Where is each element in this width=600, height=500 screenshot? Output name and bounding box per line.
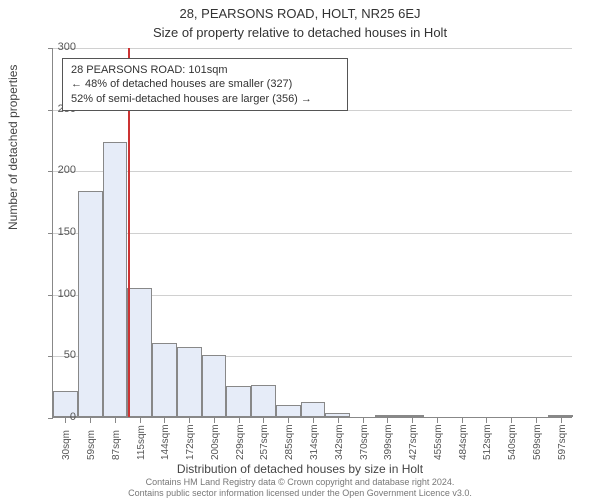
x-tick-label: 484sqm [458,424,469,460]
x-tick-mark [263,418,264,423]
y-tick-label: 100 [36,288,76,300]
histogram-bar [375,415,400,417]
x-tick-label: 144sqm [160,424,171,460]
x-tick-label: 229sqm [235,424,246,460]
histogram-bar [78,191,103,417]
x-tick-mark [511,418,512,423]
info-line-size: 28 PEARSONS ROAD: 101sqm [71,63,339,77]
x-tick-mark [338,418,339,423]
x-tick-label: 455sqm [433,424,444,460]
grid-line [53,233,572,234]
y-axis-label: Number of detached properties [6,65,20,230]
x-tick-label: 314sqm [309,424,320,460]
histogram-bar [202,355,227,417]
x-tick-mark [115,418,116,423]
y-tick-label: 0 [36,411,76,423]
histogram-chart: 30sqm59sqm87sqm115sqm144sqm172sqm200sqm2… [52,48,572,418]
histogram-bar [152,343,177,417]
x-tick-label: 399sqm [383,424,394,460]
x-tick-label: 115sqm [136,425,147,460]
property-info-box: 28 PEARSONS ROAD: 101sqm ← 48% of detach… [62,58,348,111]
info-line-smaller: ← 48% of detached houses are smaller (32… [71,77,339,91]
histogram-bar [177,347,202,417]
x-tick-mark [412,418,413,423]
x-tick-label: 540sqm [507,424,518,460]
x-tick-mark [313,418,314,423]
histogram-bar [276,405,301,417]
x-tick-mark [387,418,388,423]
histogram-bar [325,413,350,417]
info-line-larger: 52% of semi-detached houses are larger (… [71,92,339,106]
x-tick-mark [140,418,141,423]
x-tick-label: 172sqm [185,424,196,460]
grid-line [53,171,572,172]
x-tick-label: 59sqm [86,430,97,460]
x-tick-mark [164,418,165,423]
x-tick-mark [486,418,487,423]
footer-attribution: Contains HM Land Registry data © Crown c… [0,477,600,498]
histogram-bar [251,385,276,417]
histogram-bar [226,386,251,417]
y-tick-label: 200 [36,164,76,176]
y-tick-label: 300 [36,41,76,53]
x-tick-label: 200sqm [210,424,221,460]
x-tick-label: 427sqm [408,424,419,460]
x-tick-mark [561,418,562,423]
x-tick-mark [536,418,537,423]
x-axis-label: Distribution of detached houses by size … [0,462,600,476]
x-tick-mark [437,418,438,423]
page-title-description: Size of property relative to detached ho… [0,21,600,40]
x-tick-mark [462,418,463,423]
x-tick-mark [239,418,240,423]
x-tick-label: 30sqm [61,430,72,460]
y-tick-label: 150 [36,226,76,238]
x-tick-label: 569sqm [532,424,543,460]
x-tick-label: 370sqm [359,424,370,460]
x-tick-mark [288,418,289,423]
histogram-bar [301,402,326,417]
grid-line [53,48,572,49]
x-tick-label: 257sqm [259,424,270,460]
x-tick-label: 512sqm [482,424,493,460]
y-tick-label: 50 [36,349,76,361]
x-tick-mark [189,418,190,423]
x-tick-label: 87sqm [111,430,122,460]
x-tick-label: 597sqm [557,424,568,460]
histogram-bar [127,288,152,418]
footer-line-1: Contains HM Land Registry data © Crown c… [0,477,600,487]
footer-line-2: Contains public sector information licen… [0,488,600,498]
x-tick-mark [363,418,364,423]
x-tick-mark [214,418,215,423]
x-tick-label: 342sqm [334,424,345,460]
histogram-bar [400,415,425,417]
x-tick-mark [90,418,91,423]
page-title-address: 28, PEARSONS ROAD, HOLT, NR25 6EJ [0,0,600,21]
histogram-bar [548,415,573,417]
x-tick-label: 285sqm [284,424,295,460]
histogram-bar [103,142,128,417]
